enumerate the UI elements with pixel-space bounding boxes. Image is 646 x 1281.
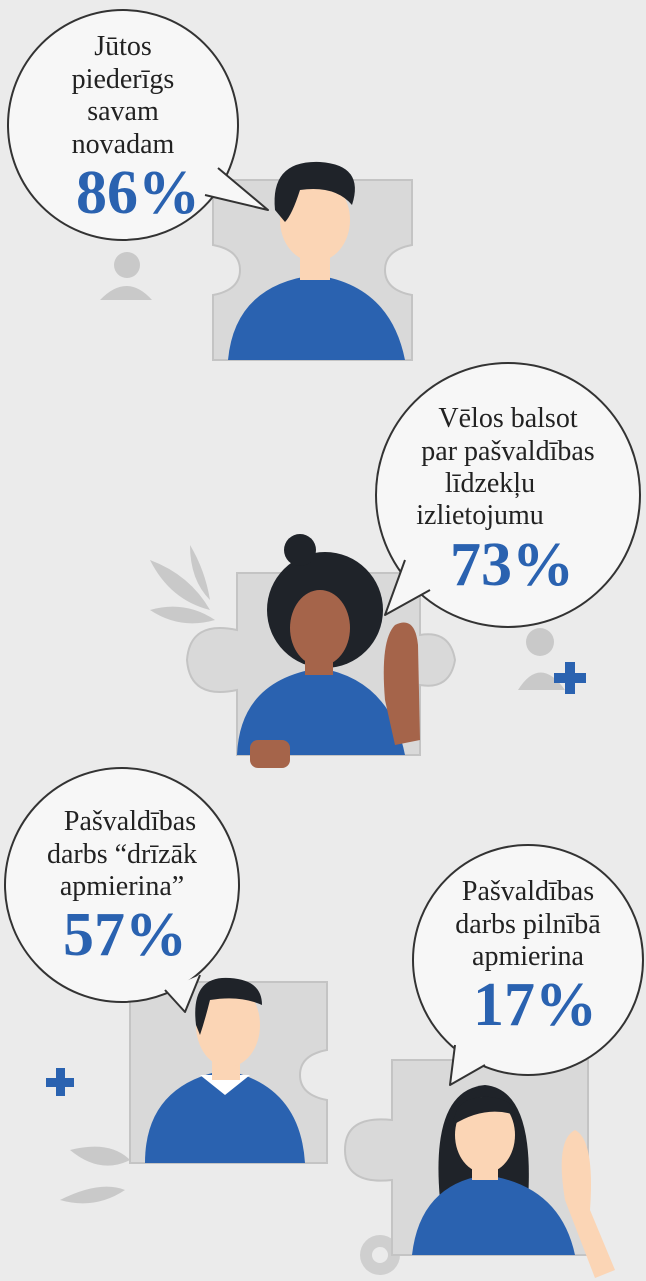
bubble-text: apmierina	[472, 941, 585, 972]
bubble-2: Vēlos balsot par pašvaldības līdzekļu iz…	[376, 363, 640, 627]
bubble-text: izlietojumu	[416, 500, 544, 531]
percentage: 57%	[63, 901, 187, 969]
percentage: 73%	[450, 531, 574, 599]
bubble-text: darbs “drīzāk	[47, 839, 197, 870]
bubble-text: savam	[87, 96, 159, 127]
bubble-text: Pašvaldības	[64, 806, 196, 837]
bubble-text: par pašvaldības	[421, 436, 594, 467]
bubble-text: Pašvaldības	[462, 876, 594, 907]
bubble-text: darbs pilnībā	[455, 909, 601, 940]
bubble-text: Jūtos	[94, 31, 152, 62]
percentage: 17%	[473, 971, 597, 1039]
bubble-text: līdzekļu	[445, 468, 535, 499]
bubble-text: apmierina”	[60, 871, 184, 902]
infographic: Jūtos piederīgs savam novadam 86% Vēlos …	[0, 0, 646, 1281]
bubble-text: Vēlos balsot	[438, 403, 577, 434]
bubble-text: novadam	[72, 129, 175, 160]
percentage: 86%	[76, 159, 200, 227]
bubble-text: piederīgs	[72, 64, 175, 95]
